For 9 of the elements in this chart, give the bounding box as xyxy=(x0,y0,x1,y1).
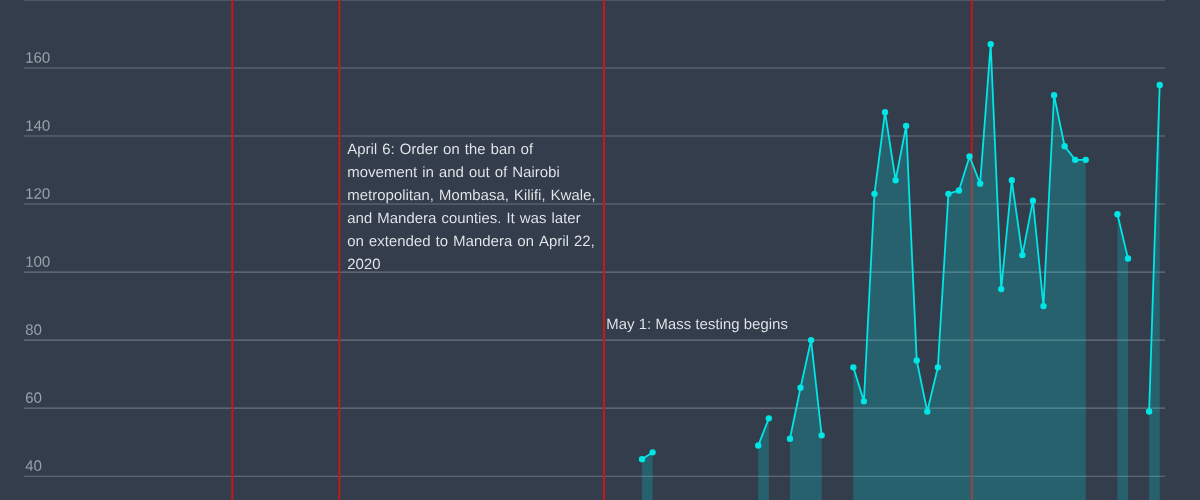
y-tick-label: 80 xyxy=(25,324,42,335)
y-tick-label: 140 xyxy=(26,120,50,131)
annotation: May 1: Mass testing begins xyxy=(607,318,788,333)
annotation: April 6: Order on the ban of movement in and out of Nairobi metropolitan, Mombasa, Kilifi, Kwale, and Mandera counties. It was later on extended to Mandera on April 22, 2020 xyxy=(347,143,595,270)
y-tick-label: 40 xyxy=(25,460,42,471)
y-tick-label: 160 xyxy=(26,52,50,63)
y-tick-label: 100 xyxy=(26,256,50,267)
y-tick-label: 120 xyxy=(26,188,50,199)
y-tick-label: 60 xyxy=(25,392,42,403)
